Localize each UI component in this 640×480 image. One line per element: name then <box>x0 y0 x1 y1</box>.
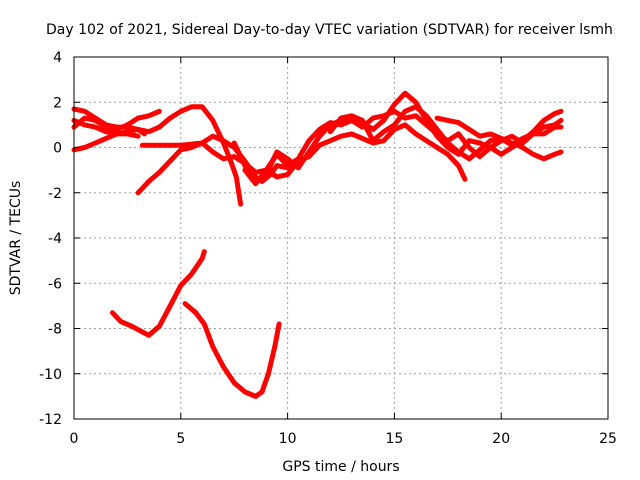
data-series <box>71 90 564 399</box>
y-tick-label: -4 <box>48 231 62 247</box>
x-tick-label: 25 <box>599 431 617 447</box>
series-line-s7 <box>231 90 564 184</box>
y-tick-label: 4 <box>53 50 62 66</box>
series-line-s11 <box>109 249 207 338</box>
axis-ticks: 0 5 10 15 20 25 -12 -10 -8 -6 -4 -2 0 2 4 <box>39 50 617 447</box>
chart-title: Day 102 of 2021, Sidereal Day-to-day VTE… <box>46 22 613 38</box>
series-line-s10 <box>434 115 564 162</box>
y-tick-label: -6 <box>48 276 62 292</box>
y-tick-label: 2 <box>53 95 62 111</box>
series-line-s8 <box>242 108 564 187</box>
x-tick-label: 20 <box>492 431 510 447</box>
grid-lines <box>74 57 608 419</box>
y-tick-label: -12 <box>39 412 62 428</box>
y-tick-label: -10 <box>39 367 62 383</box>
series-line-s4 <box>71 104 244 207</box>
y-tick-label: -2 <box>48 186 62 202</box>
y-axis-label: SDTVAR / TECUs <box>8 181 24 296</box>
x-tick-label: 5 <box>176 431 185 447</box>
x-tick-label: 0 <box>70 431 79 447</box>
series-line-s12 <box>182 301 282 399</box>
x-tick-label: 10 <box>279 431 297 447</box>
series-line-s9 <box>327 104 564 162</box>
series-line-s6 <box>139 122 468 182</box>
y-tick-label: -8 <box>48 322 62 338</box>
x-tick-label: 15 <box>385 431 403 447</box>
x-axis-label: GPS time / hours <box>282 459 399 475</box>
y-tick-label: 0 <box>53 141 62 157</box>
